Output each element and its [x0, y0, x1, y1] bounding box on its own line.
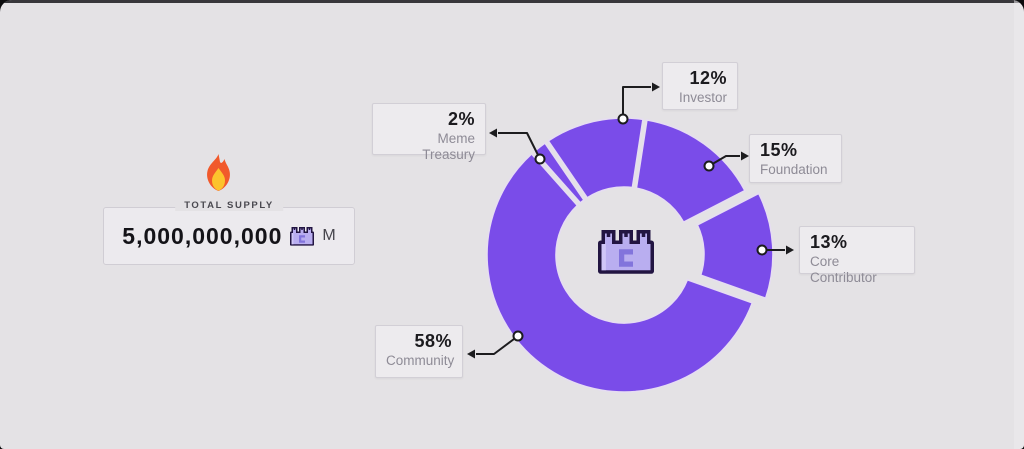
callout-core-contributor: 13% Core Contributor	[799, 226, 915, 285]
donut-slice-core-contributor	[696, 192, 774, 300]
leader-line-foundation	[708, 155, 740, 167]
leader-line-meme-treasury	[498, 132, 541, 160]
callout-foundation-pct: 15%	[760, 140, 798, 160]
leader-lines	[467, 82, 794, 359]
callout-meme-label: Meme Treasury	[422, 130, 475, 163]
marker-dot-meme-treasury	[534, 153, 546, 165]
donut-slice-investor	[547, 117, 644, 199]
donut-slices	[486, 117, 774, 393]
flame-inner	[212, 168, 225, 191]
callout-investor-label: Investor	[678, 89, 727, 105]
callout-meme-treasury: 2% Meme Treasury	[372, 103, 486, 162]
total-supply-unit: M	[322, 227, 336, 244]
leader-line-community	[476, 335, 519, 355]
marker-dot-community	[512, 330, 524, 342]
total-supply-label: TOTAL SUPPLY	[175, 200, 283, 211]
callout-foundation-label: Foundation	[760, 161, 828, 177]
total-supply-value: 5,000,000,000	[122, 222, 283, 249]
arrowhead-community	[467, 349, 475, 359]
donut-slice-foundation	[635, 119, 747, 224]
marker-dot-investor	[617, 113, 629, 125]
total-supply-box: TOTAL SUPPLY 5,000,000,000 M	[103, 200, 355, 265]
arrowhead-foundation	[741, 151, 749, 161]
marker-dot-foundation	[703, 160, 715, 172]
callout-meme-pct: 2%	[447, 109, 475, 129]
callout-community: 58% Community	[375, 325, 463, 378]
arrowhead-core-contributor	[786, 245, 794, 255]
callout-core-pct: 13%	[810, 232, 848, 252]
arrowhead-investor	[652, 82, 660, 92]
center-token-badge-icon	[598, 230, 654, 274]
callout-core-label: Core Contributor	[810, 253, 877, 286]
flame-icon	[207, 154, 230, 191]
donut-slice-community	[486, 152, 754, 393]
callout-investor: 12% Investor	[662, 62, 738, 110]
supply-token-badge-icon	[290, 227, 315, 246]
callout-investor-pct: 12%	[689, 68, 727, 88]
leader-line-investor	[622, 86, 651, 119]
donut-slice-meme-treasury	[533, 141, 586, 204]
callout-community-label: Community	[386, 352, 455, 368]
arrowhead-meme-treasury	[489, 128, 497, 138]
callout-community-pct: 58%	[414, 331, 452, 351]
marker-dot-core-contributor	[756, 244, 768, 256]
callout-foundation: 15% Foundation	[749, 134, 842, 183]
